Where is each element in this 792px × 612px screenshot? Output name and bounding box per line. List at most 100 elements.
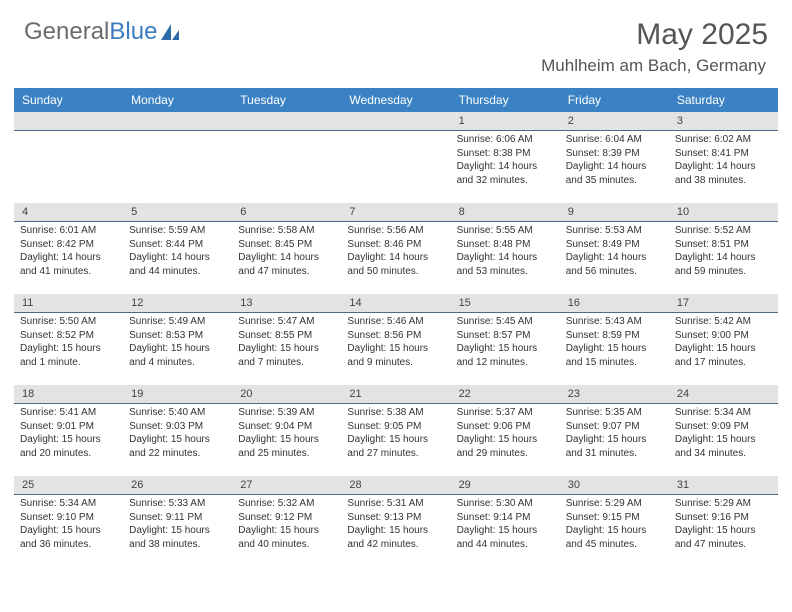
sunset-text: Sunset: 8:53 PM: [129, 329, 226, 343]
date-number: 27: [232, 476, 341, 494]
sunset-text: Sunset: 8:45 PM: [238, 238, 335, 252]
sunset-text: Sunset: 8:42 PM: [20, 238, 117, 252]
date-number: [341, 112, 450, 130]
date-number: 5: [123, 203, 232, 221]
date-number: 1: [451, 112, 560, 130]
weeks-container: 123Sunrise: 6:06 AMSunset: 8:38 PMDaylig…: [14, 112, 778, 567]
day-cell: Sunrise: 5:31 AMSunset: 9:13 PMDaylight:…: [341, 495, 450, 567]
daylight-text: Daylight: 15 hours and 45 minutes.: [566, 524, 663, 551]
date-number: 24: [669, 385, 778, 403]
weekday-thursday: Thursday: [451, 88, 560, 112]
date-number: 26: [123, 476, 232, 494]
date-number: 21: [341, 385, 450, 403]
date-number: 9: [560, 203, 669, 221]
sunset-text: Sunset: 9:11 PM: [129, 511, 226, 525]
date-number: 22: [451, 385, 560, 403]
date-number: 2: [560, 112, 669, 130]
daylight-text: Daylight: 15 hours and 22 minutes.: [129, 433, 226, 460]
date-header-row: 123: [14, 112, 778, 131]
date-number: 12: [123, 294, 232, 312]
day-cell: [232, 131, 341, 203]
sunset-text: Sunset: 8:46 PM: [347, 238, 444, 252]
day-cell: Sunrise: 5:55 AMSunset: 8:48 PMDaylight:…: [451, 222, 560, 294]
sunset-text: Sunset: 9:09 PM: [675, 420, 772, 434]
day-cell: Sunrise: 5:56 AMSunset: 8:46 PMDaylight:…: [341, 222, 450, 294]
sunset-text: Sunset: 8:57 PM: [457, 329, 554, 343]
date-number: [232, 112, 341, 130]
daylight-text: Daylight: 15 hours and 15 minutes.: [566, 342, 663, 369]
date-number: 19: [123, 385, 232, 403]
daylight-text: Daylight: 14 hours and 59 minutes.: [675, 251, 772, 278]
daylight-text: Daylight: 15 hours and 42 minutes.: [347, 524, 444, 551]
sunset-text: Sunset: 8:55 PM: [238, 329, 335, 343]
date-number: 25: [14, 476, 123, 494]
day-cell: Sunrise: 5:38 AMSunset: 9:05 PMDaylight:…: [341, 404, 450, 476]
day-cell: [341, 131, 450, 203]
date-number: [14, 112, 123, 130]
date-number: 14: [341, 294, 450, 312]
day-cell: Sunrise: 5:29 AMSunset: 9:16 PMDaylight:…: [669, 495, 778, 567]
daylight-text: Daylight: 14 hours and 50 minutes.: [347, 251, 444, 278]
day-cell: [14, 131, 123, 203]
sunset-text: Sunset: 9:16 PM: [675, 511, 772, 525]
weekday-monday: Monday: [123, 88, 232, 112]
calendar-grid: SundayMondayTuesdayWednesdayThursdayFrid…: [0, 88, 792, 567]
date-number: 10: [669, 203, 778, 221]
day-cell: Sunrise: 5:46 AMSunset: 8:56 PMDaylight:…: [341, 313, 450, 385]
date-number: 15: [451, 294, 560, 312]
sunset-text: Sunset: 9:07 PM: [566, 420, 663, 434]
sunrise-text: Sunrise: 5:37 AM: [457, 406, 554, 420]
brand-logo: GeneralBlue: [24, 18, 181, 46]
date-header-row: 45678910: [14, 203, 778, 222]
day-cell: Sunrise: 5:58 AMSunset: 8:45 PMDaylight:…: [232, 222, 341, 294]
day-cell: Sunrise: 5:59 AMSunset: 8:44 PMDaylight:…: [123, 222, 232, 294]
day-cell: Sunrise: 5:37 AMSunset: 9:06 PMDaylight:…: [451, 404, 560, 476]
sunrise-text: Sunrise: 5:34 AM: [675, 406, 772, 420]
sunrise-text: Sunrise: 5:50 AM: [20, 315, 117, 329]
date-number: 6: [232, 203, 341, 221]
date-header-row: 18192021222324: [14, 385, 778, 404]
sunrise-text: Sunrise: 6:02 AM: [675, 133, 772, 147]
day-cell: Sunrise: 5:50 AMSunset: 8:52 PMDaylight:…: [14, 313, 123, 385]
day-cell: Sunrise: 5:34 AMSunset: 9:09 PMDaylight:…: [669, 404, 778, 476]
daylight-text: Daylight: 15 hours and 47 minutes.: [675, 524, 772, 551]
daylight-text: Daylight: 14 hours and 53 minutes.: [457, 251, 554, 278]
sunset-text: Sunset: 9:12 PM: [238, 511, 335, 525]
sunrise-text: Sunrise: 5:59 AM: [129, 224, 226, 238]
daylight-text: Daylight: 14 hours and 41 minutes.: [20, 251, 117, 278]
daylight-text: Daylight: 15 hours and 7 minutes.: [238, 342, 335, 369]
sail-icon: [159, 22, 181, 42]
sunrise-text: Sunrise: 5:38 AM: [347, 406, 444, 420]
day-cell: Sunrise: 5:43 AMSunset: 8:59 PMDaylight:…: [560, 313, 669, 385]
location-label: Muhlheim am Bach, Germany: [541, 56, 768, 76]
sunset-text: Sunset: 9:14 PM: [457, 511, 554, 525]
brand-part1: General: [24, 18, 109, 46]
sunrise-text: Sunrise: 5:40 AM: [129, 406, 226, 420]
daylight-text: Daylight: 15 hours and 9 minutes.: [347, 342, 444, 369]
day-cell: Sunrise: 5:39 AMSunset: 9:04 PMDaylight:…: [232, 404, 341, 476]
daylight-text: Daylight: 15 hours and 36 minutes.: [20, 524, 117, 551]
month-title: May 2025: [541, 18, 768, 52]
day-cell: Sunrise: 6:04 AMSunset: 8:39 PMDaylight:…: [560, 131, 669, 203]
sunset-text: Sunset: 8:52 PM: [20, 329, 117, 343]
day-cell: [123, 131, 232, 203]
day-cell: Sunrise: 5:29 AMSunset: 9:15 PMDaylight:…: [560, 495, 669, 567]
sunrise-text: Sunrise: 5:31 AM: [347, 497, 444, 511]
sunset-text: Sunset: 8:38 PM: [457, 147, 554, 161]
date-number: 20: [232, 385, 341, 403]
sunrise-text: Sunrise: 5:58 AM: [238, 224, 335, 238]
weekday-sunday: Sunday: [14, 88, 123, 112]
sunrise-text: Sunrise: 5:33 AM: [129, 497, 226, 511]
brand-part2: Blue: [109, 18, 157, 46]
page-header: GeneralBlue May 2025 Muhlheim am Bach, G…: [0, 0, 792, 82]
date-header-row: 25262728293031: [14, 476, 778, 495]
sunset-text: Sunset: 9:03 PM: [129, 420, 226, 434]
date-number: [123, 112, 232, 130]
day-cell: Sunrise: 5:30 AMSunset: 9:14 PMDaylight:…: [451, 495, 560, 567]
daylight-text: Daylight: 15 hours and 20 minutes.: [20, 433, 117, 460]
daylight-text: Daylight: 15 hours and 31 minutes.: [566, 433, 663, 460]
daylight-text: Daylight: 15 hours and 27 minutes.: [347, 433, 444, 460]
date-number: 28: [341, 476, 450, 494]
date-number: 13: [232, 294, 341, 312]
weekday-wednesday: Wednesday: [341, 88, 450, 112]
